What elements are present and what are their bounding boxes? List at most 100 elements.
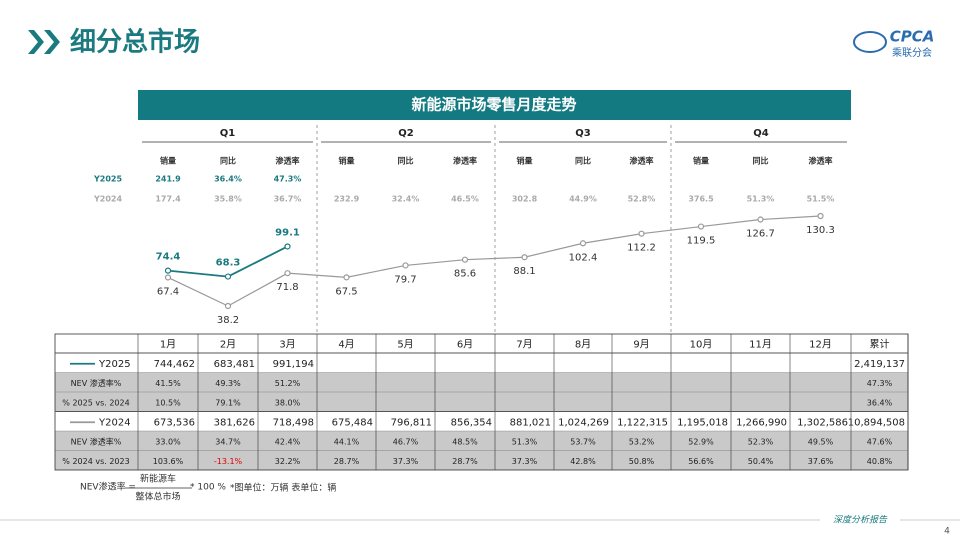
summary-header: 同比 [753, 156, 769, 166]
row-shade [55, 450, 908, 470]
row-label: Y2024 [98, 417, 131, 428]
quarter-label: Q3 [575, 128, 591, 139]
quarter-label: Q4 [753, 128, 769, 139]
data-label: 74.4 [156, 252, 181, 263]
summary-row-label: Y2025 [93, 175, 122, 184]
summary-header: 渗透率 [453, 156, 477, 166]
summary-header: 销量 [339, 156, 355, 166]
summary-value: 241.9 [155, 175, 181, 184]
table-cell: 51.3% [512, 437, 538, 446]
chart-title: 新能源市场零售月度走势 [411, 96, 576, 114]
point [164, 274, 172, 281]
table-cell: 10,894,508 [848, 417, 905, 428]
point [224, 302, 232, 310]
series-line [167, 215, 821, 307]
data-label: 112.2 [627, 243, 656, 254]
summary-value: 36.4% [214, 175, 242, 184]
table-cell: 1,302,586 [797, 417, 848, 428]
table-cell: 744,462 [154, 359, 195, 370]
data-label: 67.5 [335, 286, 357, 297]
point [757, 216, 764, 223]
table-cell: 10.5% [155, 398, 181, 407]
table-cell: 1,266,990 [736, 417, 787, 428]
row-label: % 2025 vs. 2024 [62, 398, 129, 407]
table-cell: 32.2% [275, 457, 301, 466]
data-label: 71.8 [276, 282, 298, 293]
data-label: 68.3 [216, 258, 241, 269]
table-cell: 50.8% [629, 457, 655, 466]
table-cell: 52.9% [688, 437, 714, 446]
table-cell: 33.0% [155, 437, 181, 446]
summary-header: 同比 [398, 156, 414, 166]
summary-row-label: Y2024 [93, 195, 122, 204]
logo-text: CPCA [890, 28, 935, 46]
point [461, 256, 469, 263]
table-cell: 2,419,137 [854, 359, 905, 370]
row-label: NEV 渗透率% [71, 436, 122, 446]
summary-value: 302.8 [512, 195, 538, 204]
row-label: % 2024 vs. 2023 [62, 457, 129, 466]
col-header: 6月 [457, 339, 473, 351]
row-shade [55, 431, 908, 451]
table-cell: 46.7% [393, 437, 419, 446]
data-label: 79.7 [394, 274, 416, 285]
table-cell: 103.6% [153, 457, 184, 466]
point [697, 223, 705, 230]
summary-value: 52.8% [628, 195, 656, 204]
chevrons [28, 30, 60, 54]
col-header: 4月 [338, 339, 354, 351]
table-cell: 51.2% [275, 379, 301, 388]
summary-value: 232.9 [334, 195, 360, 204]
col-header: 1月 [160, 339, 176, 351]
summary-value: 51.3% [747, 195, 775, 204]
units-note: *图单位：万辆 表单位：辆 [230, 482, 336, 494]
logo-mark [853, 31, 887, 53]
point [164, 267, 172, 274]
point [284, 243, 291, 250]
table-cell: 48.5% [452, 437, 478, 446]
logo-sub: 乘联分会 [892, 46, 932, 59]
page-title: 细分总市场 [70, 27, 200, 58]
point [579, 240, 587, 247]
summary-value: 36.7% [274, 195, 302, 204]
summary-value: 44.9% [569, 195, 597, 204]
formula-denominator: 整体总市场 [135, 491, 180, 503]
page-number: 4 [944, 527, 950, 537]
col-header: 10月 [690, 339, 713, 351]
table-cell: 1,024,269 [558, 417, 609, 428]
col-header: 5月 [397, 339, 413, 351]
point [402, 262, 409, 269]
summary-header: 渗透率 [809, 156, 833, 166]
quarter-label: Q1 [220, 128, 236, 139]
table-cell: 34.7% [215, 437, 241, 446]
table-cell: 38.0% [275, 398, 301, 407]
table-cell: 42.8% [570, 457, 596, 466]
table-cell: 53.7% [570, 437, 596, 446]
summary-header: 同比 [575, 156, 591, 166]
data-label: 38.2 [217, 315, 239, 326]
table-cell: 49.3% [215, 379, 241, 388]
table-cell: 796,811 [391, 417, 432, 428]
table-cell: 881,021 [510, 417, 551, 428]
formula-left: NEV渗透率 = [80, 481, 136, 493]
table-cell: 50.4% [748, 457, 774, 466]
table-cell: 28.7% [452, 457, 478, 466]
point [521, 254, 528, 261]
summary-header: 销量 [517, 156, 533, 166]
table-cell: 991,194 [273, 359, 314, 370]
summary-value: 177.4 [155, 195, 181, 204]
table-cell: 718,498 [273, 417, 314, 428]
table-cell: 41.5% [155, 379, 181, 388]
table-cell: 673,536 [154, 417, 195, 428]
summary-value: 32.4% [392, 195, 420, 204]
report-label: 深度分析报告 [833, 515, 888, 526]
summary-value: 35.8% [214, 195, 242, 204]
row-shade [55, 392, 908, 412]
footer-gap [820, 514, 900, 526]
data-label: 99.1 [275, 227, 300, 238]
table-cell: 675,484 [332, 417, 373, 428]
table-cell: 52.3% [748, 437, 774, 446]
table-cell: 1,122,315 [617, 417, 668, 428]
data-label: 102.4 [569, 252, 598, 263]
table-cell: 47.3% [867, 379, 893, 388]
